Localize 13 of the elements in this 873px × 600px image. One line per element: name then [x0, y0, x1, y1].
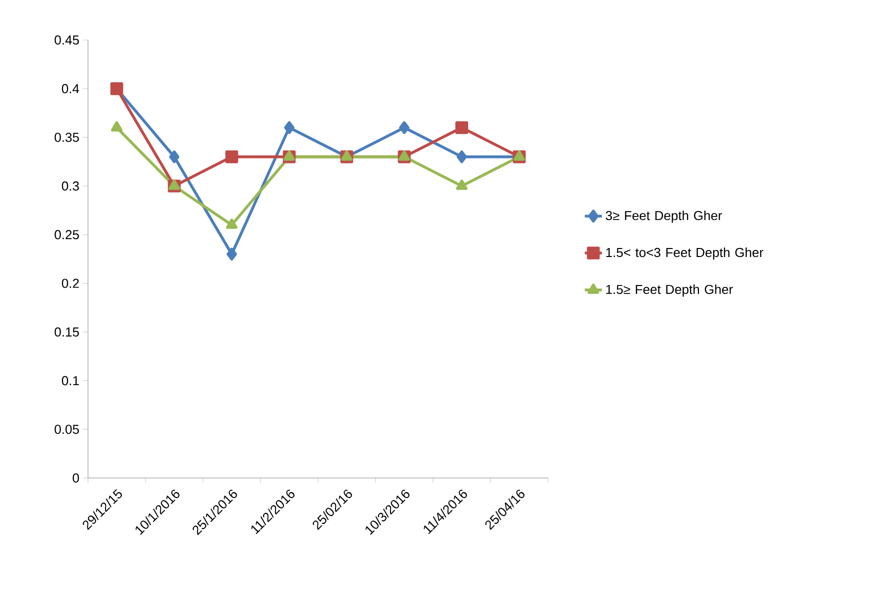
legend-label: 3≥ Feet Depth Gher	[606, 210, 722, 223]
y-tick-label: 0.25	[54, 230, 79, 240]
legend-label: 1.5≥ Feet Depth Gher	[606, 284, 733, 297]
y-tick-label: 0.05	[54, 424, 79, 434]
y-tick-label: 0.2	[62, 278, 79, 288]
y-tick-label: 0.4	[62, 84, 80, 94]
y-tick-label: 0.15	[54, 327, 79, 337]
y-tick-label: 0.35	[54, 132, 79, 142]
y-tick-label: 0	[72, 473, 79, 483]
legend-label: 1.5< to<3 Feet Depth Gher	[606, 248, 764, 260]
y-tick-label: 0.1	[62, 376, 79, 386]
y-tick-label: 0.45	[54, 35, 79, 45]
y-tick-label: 0.3	[62, 181, 79, 191]
